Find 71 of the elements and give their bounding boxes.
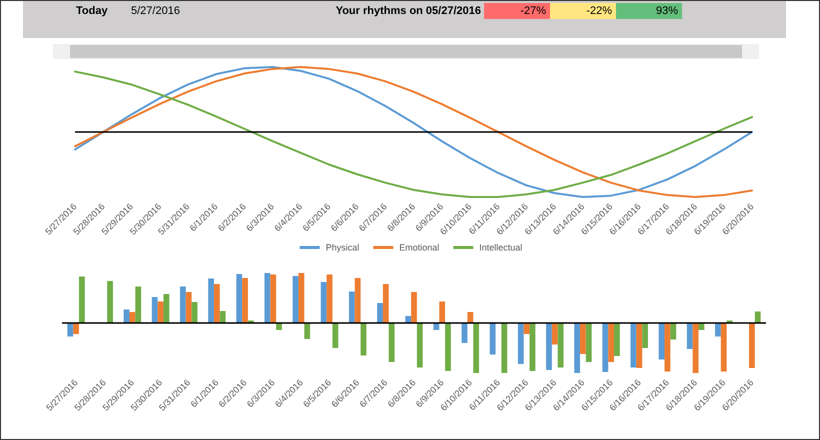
bar xyxy=(354,278,361,323)
bar xyxy=(546,323,552,370)
bar xyxy=(236,274,242,323)
bar xyxy=(658,323,665,360)
bar xyxy=(439,302,446,323)
bar xyxy=(501,323,508,373)
bar xyxy=(630,323,636,368)
bar xyxy=(580,323,586,354)
bar xyxy=(180,286,186,323)
bar xyxy=(124,310,130,323)
bar xyxy=(264,273,270,323)
bar xyxy=(129,312,136,323)
bar xyxy=(158,302,164,323)
text: Your rhythms on 05/27/2016 xyxy=(334,5,481,17)
bar xyxy=(107,281,113,323)
bar xyxy=(614,323,620,356)
bar xyxy=(518,323,524,364)
bar xyxy=(332,323,338,348)
legend-label: Physical xyxy=(326,242,360,252)
bar xyxy=(558,323,564,368)
bar xyxy=(163,294,170,323)
text: -27% xyxy=(484,3,550,19)
bar xyxy=(462,323,468,343)
bar xyxy=(552,323,558,344)
bar xyxy=(220,311,226,323)
bar xyxy=(636,323,642,368)
bar xyxy=(586,323,592,362)
bar xyxy=(152,297,158,323)
bar xyxy=(326,274,332,323)
bar xyxy=(416,323,423,368)
text: 5/27/2016 xyxy=(131,5,180,17)
bar xyxy=(208,278,214,323)
bar xyxy=(377,303,383,323)
bar xyxy=(186,292,192,323)
bar xyxy=(411,292,417,323)
bar xyxy=(602,323,608,372)
bar xyxy=(530,323,536,371)
bar xyxy=(692,323,699,373)
bar xyxy=(388,323,395,362)
bar xyxy=(214,284,220,323)
bar xyxy=(467,312,474,323)
bar xyxy=(320,282,327,323)
bar xyxy=(642,323,648,348)
text: 93% xyxy=(616,3,682,19)
text: -22% xyxy=(550,3,616,19)
bar xyxy=(135,286,142,323)
bar xyxy=(242,278,248,323)
bar xyxy=(348,292,355,323)
bar xyxy=(270,274,276,323)
bar xyxy=(749,323,755,368)
bar xyxy=(73,323,79,334)
bar xyxy=(524,323,530,334)
bar xyxy=(686,323,693,349)
bar xyxy=(720,323,727,372)
bar xyxy=(608,323,614,362)
bar xyxy=(360,323,366,356)
bar xyxy=(664,323,670,372)
bar xyxy=(715,323,721,336)
legend-label: Emotional xyxy=(399,242,440,252)
text: Today xyxy=(76,5,108,17)
bar xyxy=(292,276,298,323)
bar xyxy=(754,312,761,323)
bar xyxy=(298,273,304,323)
bar xyxy=(574,323,580,373)
bar xyxy=(78,276,85,323)
bar xyxy=(192,302,198,323)
bar xyxy=(473,323,480,373)
bar xyxy=(490,323,496,354)
bar xyxy=(445,323,451,371)
legend-label: Intellectual xyxy=(479,242,522,252)
bar xyxy=(382,284,389,323)
